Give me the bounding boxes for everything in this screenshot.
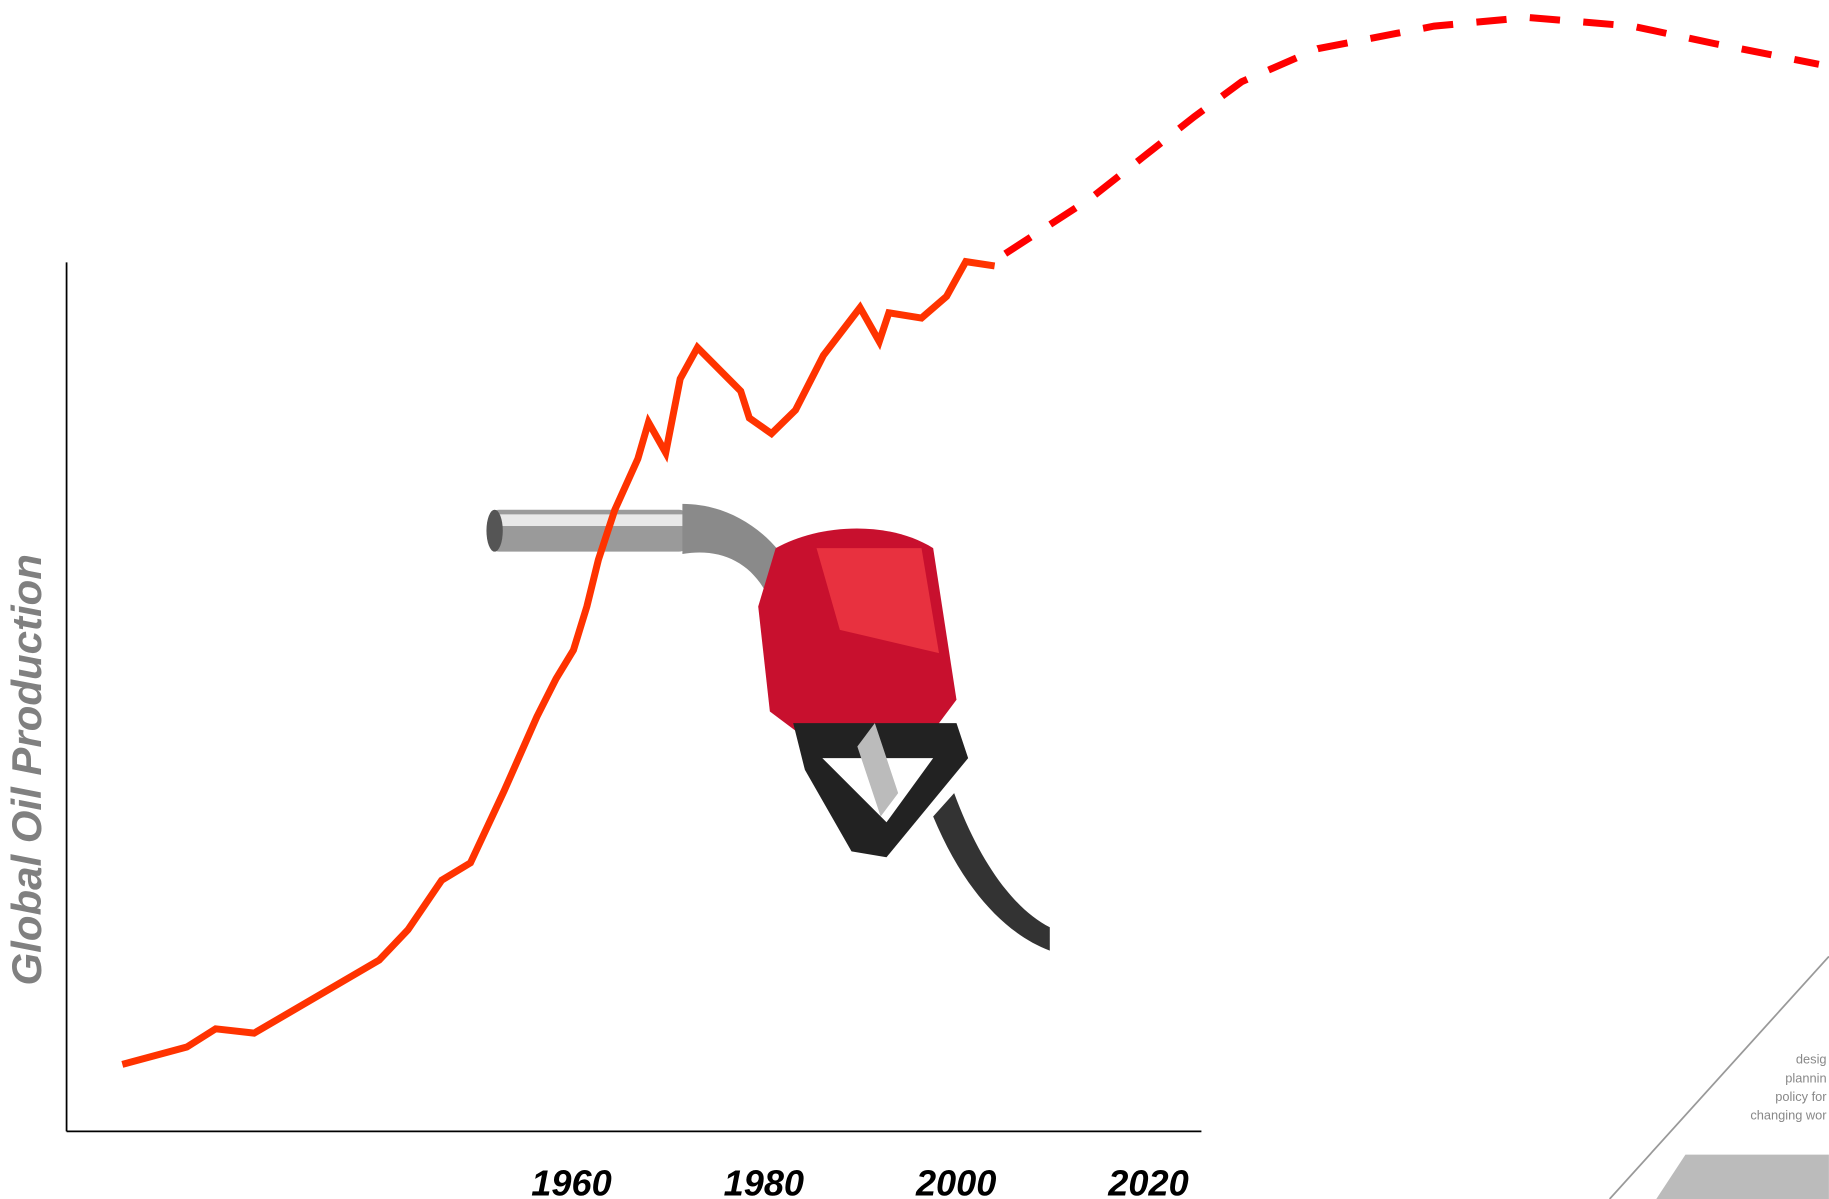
x-tick-label: 2020 (1107, 1163, 1188, 1199)
y-axis-label: Global Oil Production (3, 554, 50, 985)
logo-text: policy for (1775, 1089, 1827, 1104)
chart: Global Oil Production desig plannin poli… (0, 0, 1829, 1199)
x-tick-label: 2000 (915, 1163, 996, 1199)
projection-line (1005, 17, 1819, 253)
page: {"chart_data": {"type": "line", "ylabel"… (0, 0, 1829, 1199)
logo-text: changing wor (1750, 1108, 1827, 1123)
fuel-pump-illustration (486, 504, 1049, 951)
x-tick-label: 1960 (531, 1163, 611, 1199)
logo: desig plannin policy for changing wor (1610, 956, 1829, 1199)
logo-text: plannin (1785, 1070, 1826, 1085)
logo-text: desig (1796, 1052, 1827, 1067)
x-tick-label: 1980 (724, 1163, 804, 1199)
